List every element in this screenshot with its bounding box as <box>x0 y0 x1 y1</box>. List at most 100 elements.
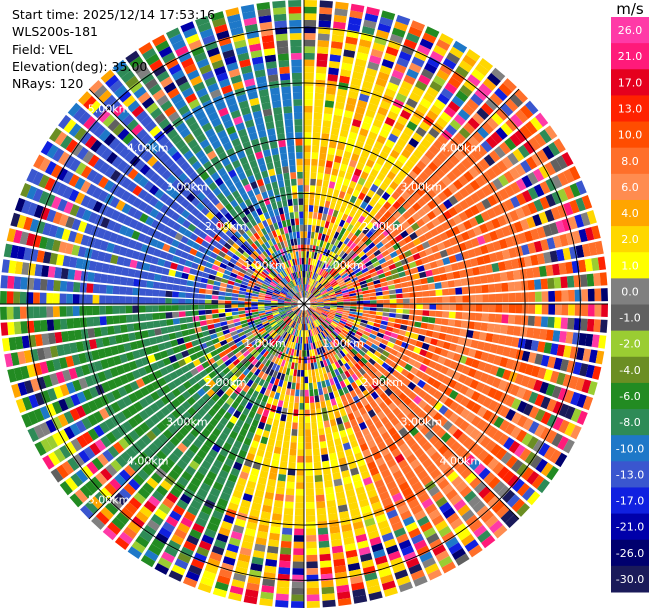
velocity-cell <box>305 455 313 463</box>
velocity-cell <box>311 314 317 320</box>
velocity-cell <box>383 397 393 406</box>
velocity-cell <box>312 211 318 220</box>
velocity-cell <box>309 191 315 199</box>
velocity-cell <box>355 378 363 387</box>
velocity-cell <box>319 332 324 340</box>
velocity-cell <box>335 255 341 263</box>
velocity-cell <box>348 259 355 267</box>
velocity-cell <box>6 291 14 304</box>
velocity-cell <box>325 493 336 501</box>
velocity-cell <box>552 330 561 342</box>
velocity-cell <box>322 359 328 367</box>
velocity-cell <box>402 298 410 304</box>
velocity-cell <box>198 315 207 321</box>
velocity-cell <box>204 299 212 304</box>
velocity-cell <box>290 388 296 397</box>
velocity-cell <box>324 393 330 401</box>
velocity-cell <box>437 191 448 202</box>
velocity-cell <box>460 408 471 420</box>
velocity-cell <box>274 392 281 400</box>
velocity-cell <box>368 153 378 163</box>
velocity-cell <box>311 279 315 286</box>
velocity-cell <box>112 295 120 304</box>
velocity-cell <box>324 480 333 488</box>
velocity-cell <box>314 281 320 288</box>
velocity-cell <box>306 251 310 258</box>
velocity-cell <box>208 274 216 281</box>
velocity-cell <box>363 297 370 301</box>
velocity-cell <box>337 241 344 249</box>
velocity-cell <box>378 343 387 350</box>
velocity-cell <box>379 526 392 536</box>
velocity-cell <box>309 389 314 397</box>
velocity-cell <box>251 309 259 313</box>
velocity-cell <box>282 380 288 389</box>
velocity-cell <box>523 230 534 243</box>
velocity-cell <box>307 292 312 299</box>
velocity-cell <box>400 109 412 120</box>
velocity-cell <box>224 296 232 301</box>
velocity-cell <box>502 304 509 313</box>
velocity-cell <box>307 292 311 299</box>
velocity-cell <box>305 515 316 523</box>
velocity-cell <box>374 211 383 220</box>
velocity-cell <box>418 171 429 182</box>
velocity-cell <box>464 539 479 552</box>
velocity-cell <box>432 75 446 87</box>
velocity-cell <box>351 325 359 331</box>
velocity-cell <box>327 236 333 244</box>
velocity-cell <box>453 499 467 512</box>
velocity-cell <box>437 383 448 393</box>
velocity-cell <box>383 452 394 463</box>
velocity-cell <box>536 149 549 163</box>
velocity-cell <box>463 376 474 387</box>
velocity-cell <box>326 228 332 236</box>
velocity-cell <box>486 274 495 283</box>
velocity-cell <box>281 407 288 415</box>
velocity-cell <box>496 504 510 519</box>
velocity-cell <box>178 292 186 298</box>
velocity-cell <box>498 188 510 201</box>
velocity-cell <box>364 327 372 333</box>
velocity-cell <box>179 317 187 324</box>
velocity-cell <box>447 218 457 228</box>
velocity-cell <box>320 447 328 456</box>
velocity-cell <box>455 65 469 78</box>
velocity-cell <box>454 132 467 144</box>
velocity-cell <box>53 280 61 292</box>
velocity-cell <box>447 76 462 89</box>
velocity-cell <box>152 312 160 320</box>
velocity-cell <box>507 281 516 292</box>
velocity-cell <box>434 456 446 468</box>
velocity-cell <box>410 569 425 581</box>
velocity-cell <box>315 401 321 410</box>
velocity-cell <box>526 491 541 506</box>
velocity-cell <box>441 146 453 158</box>
velocity-cell <box>451 547 466 561</box>
velocity-cell <box>322 280 329 287</box>
velocity-cell <box>172 311 180 318</box>
velocity-cell <box>322 295 330 299</box>
velocity-cell <box>304 46 316 54</box>
velocity-cell <box>321 380 327 388</box>
velocity-cell <box>66 281 74 292</box>
velocity-cell <box>416 304 423 310</box>
velocity-cell <box>315 309 323 313</box>
velocity-cell <box>339 163 348 172</box>
velocity-cell <box>347 23 361 32</box>
velocity-cell <box>181 272 189 280</box>
velocity-cell <box>281 527 293 535</box>
velocity-cell <box>295 495 304 503</box>
velocity-cell <box>558 330 567 343</box>
velocity-cell <box>333 376 339 384</box>
velocity-cell <box>328 446 336 454</box>
velocity-cell <box>359 375 367 384</box>
velocity-cell <box>394 234 404 242</box>
velocity-cell <box>191 310 199 316</box>
velocity-cell <box>557 436 569 451</box>
velocity-cell <box>306 309 311 317</box>
velocity-cell <box>344 172 353 181</box>
velocity-cell <box>544 125 558 140</box>
velocity-cell <box>444 159 455 170</box>
velocity-cell <box>420 224 430 234</box>
